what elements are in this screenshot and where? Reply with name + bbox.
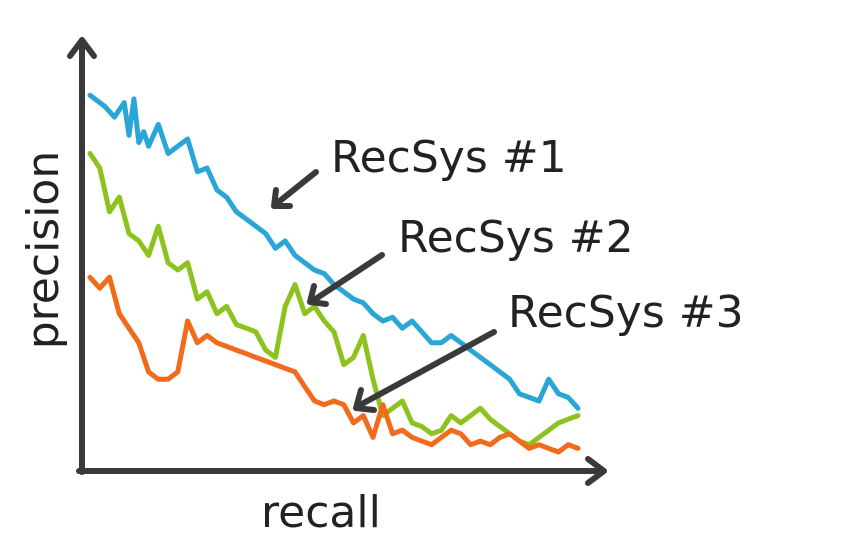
- series-line-recsys-2: [87, 151, 581, 448]
- y-axis-label: precision: [18, 151, 69, 350]
- y-axis-arrowhead: [67, 37, 97, 59]
- x-axis-arrowhead: [585, 456, 607, 486]
- annotation-arrow-2: [307, 252, 385, 307]
- series-line-recsys-1: [87, 92, 581, 411]
- annotation-arrow-1: [271, 169, 319, 209]
- annotation-arrow-3: [353, 329, 497, 413]
- annotation-label-recsys-1: RecSys #1: [331, 132, 567, 183]
- annotation-label-recsys-3: RecSys #3: [508, 287, 744, 338]
- series-line-recsys-3: [87, 274, 581, 455]
- series-layer: [87, 92, 581, 455]
- annotation-label-recsys-2: RecSys #2: [398, 212, 634, 263]
- x-axis-label: recall: [261, 487, 381, 538]
